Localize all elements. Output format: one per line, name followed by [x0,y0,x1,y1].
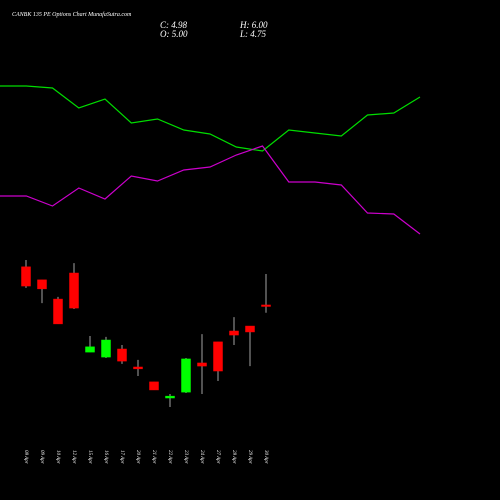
x-tick-label: 24 Apr [199,450,204,464]
x-tick-label: 10 Apr [55,450,60,464]
x-tick-label: 27 Apr [215,450,220,464]
candle-body [85,346,95,353]
candle-body [181,358,191,393]
indicator-line [0,85,421,152]
x-tick-label: 09 Apr [39,450,44,464]
chart-title: CANBK 135 PE Options Chart MunafaSutra.c… [12,11,132,18]
x-tick-label: 16 Apr [103,450,108,464]
candle-body [165,395,175,399]
ohlc-info: H: 6.00 [239,20,268,30]
candle-body [261,304,271,307]
candle-body [21,266,31,287]
x-tick-label: 12 Apr [71,450,76,464]
candle-body [197,362,207,367]
x-tick-label: 15 Apr [87,450,92,464]
candle-body [245,325,255,333]
candle-body [213,341,223,372]
candle-body [149,381,159,391]
candle-body [37,279,47,290]
x-tick-label: 28 Apr [231,450,236,464]
ohlc-info: L: 4.75 [239,29,267,39]
candle-body [117,348,127,362]
x-tick-label: 30 Apr [263,450,268,464]
candle-body [69,272,79,309]
x-tick-label: 29 Apr [247,450,252,464]
x-tick-label: 17 Apr [119,450,124,464]
candle-body [53,298,63,325]
x-tick-label: 23 Apr [183,450,188,464]
x-tick-label: 22 Apr [167,450,172,464]
ohlc-info: O: 5.00 [160,29,188,39]
x-tick-label: 08 Apr [23,450,28,464]
indicator-line [0,145,421,235]
x-tick-label: 20 Apr [135,450,140,464]
candle-body [229,330,239,336]
ohlc-info: C: 4.98 [160,20,188,30]
x-tick-label: 21 Apr [151,450,156,464]
candle-body [101,339,111,358]
candle-body [133,366,143,370]
